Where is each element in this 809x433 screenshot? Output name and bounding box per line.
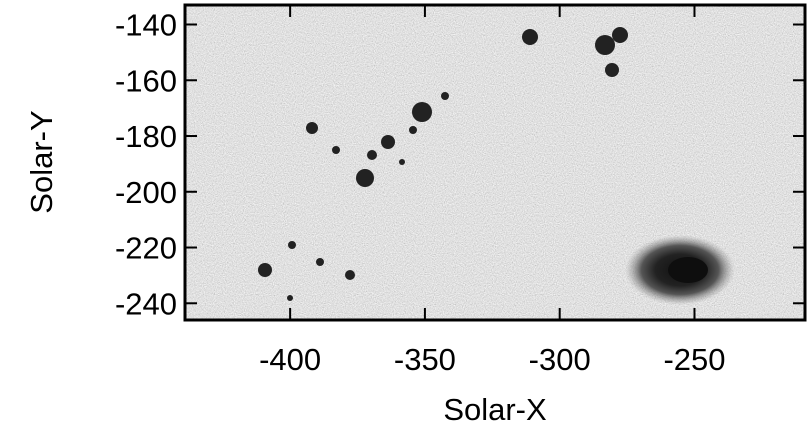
x-tick-label: -350 <box>394 342 456 377</box>
x-axis-label: Solar-X <box>443 392 547 427</box>
x-tick-label: -400 <box>259 342 321 377</box>
y-tick-label: -180 <box>115 119 177 154</box>
x-tick-label: -250 <box>663 342 725 377</box>
y-tick-label: -160 <box>115 63 177 98</box>
y-axis-label: Solar-Y <box>24 110 59 213</box>
y-tick-label: -140 <box>115 8 177 43</box>
solar-image <box>185 5 805 320</box>
x-tick-label: -300 <box>529 342 591 377</box>
y-tick-label: -200 <box>115 175 177 210</box>
y-tick-label: -240 <box>115 286 177 321</box>
plot-frame <box>183 3 807 322</box>
y-tick-label: -220 <box>115 231 177 266</box>
